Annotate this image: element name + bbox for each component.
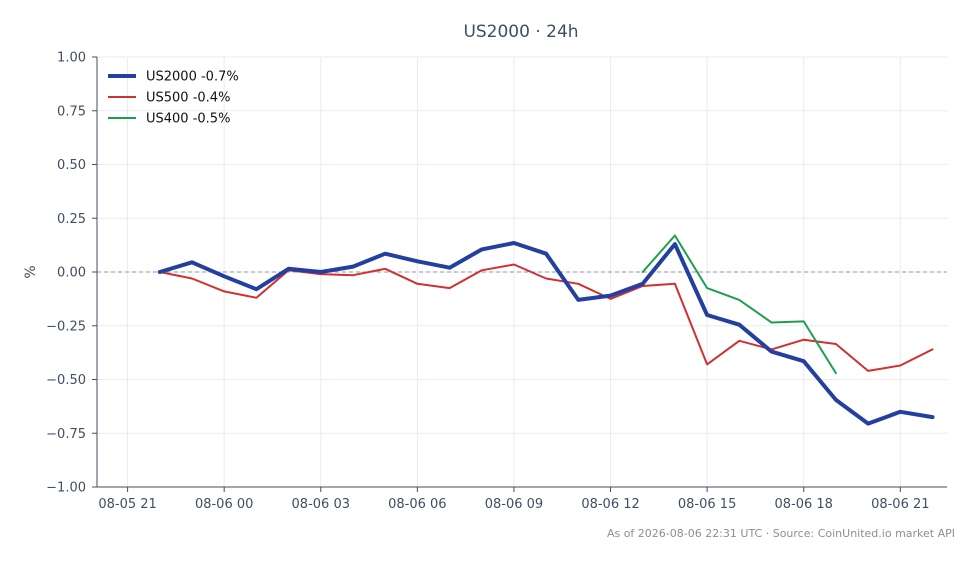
y-tick-label: −1.00	[46, 481, 86, 496]
y-tick-label: 0.75	[57, 104, 86, 119]
x-axis-ticks: 08-05 21 08-06 00 08-06 03 08-06 06 08-06 09…	[98, 487, 930, 512]
y-tick-label: 1.00	[57, 51, 86, 66]
y-tick-label: −0.25	[46, 319, 86, 334]
series-line-us500	[158, 263, 934, 372]
x-tick-label: 08-06 00	[195, 497, 253, 512]
legend-entry: US500 -0.4%	[146, 91, 230, 106]
legend-entry: US400 -0.5%	[146, 112, 230, 127]
x-tick-label: 08-05 21	[98, 497, 156, 512]
series-lines	[157, 234, 935, 426]
x-tick-label: 08-06 18	[774, 497, 832, 512]
x-tick-label: 08-06 09	[485, 497, 543, 512]
y-axis-ticks: 1.00 0.75 0.50 0.25 0.00 −0.25 −0.50 −0.75 −1.00	[46, 51, 97, 496]
y-tick-label: −0.50	[46, 373, 86, 388]
x-tick-label: 08-06 03	[292, 497, 350, 512]
x-tick-label: 08-06 12	[581, 497, 639, 512]
legend: US2000 -0.7% US500 -0.4% US400 -0.5%	[108, 70, 239, 127]
series-line-us2000	[157, 241, 935, 426]
y-axis-label: %	[23, 265, 39, 278]
x-tick-label: 08-06 15	[678, 497, 736, 512]
y-tick-label: −0.75	[46, 427, 86, 442]
x-tick-label: 08-06 21	[871, 497, 929, 512]
legend-entry: US2000 -0.7%	[146, 70, 239, 85]
source-footer: As of 2026-08-06 22:31 UTC · Source: Coi…	[607, 527, 955, 540]
y-tick-label: 0.25	[57, 212, 86, 227]
y-tick-label: 0.50	[57, 158, 86, 173]
x-tick-label: 08-06 06	[388, 497, 446, 512]
y-tick-label: 0.00	[57, 266, 86, 281]
series-line-us400	[641, 234, 837, 375]
chart-title: US2000 · 24h	[463, 22, 578, 42]
